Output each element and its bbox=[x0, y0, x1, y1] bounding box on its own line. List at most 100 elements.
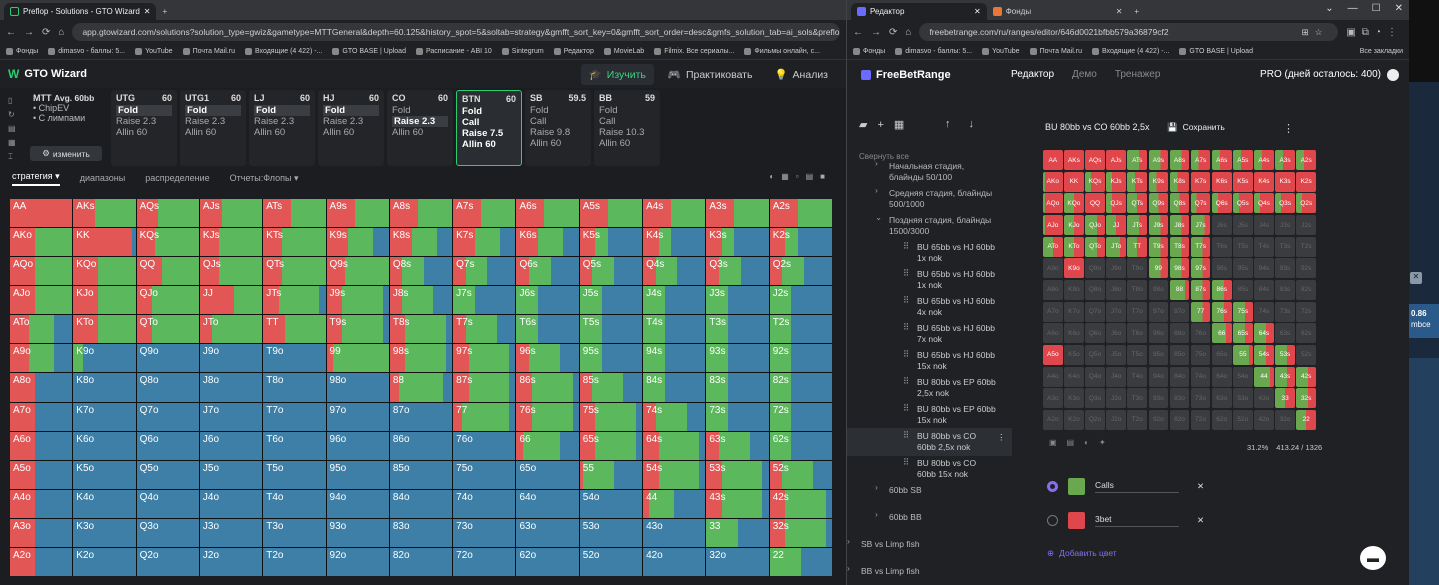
range-cell[interactable]: J9o bbox=[1106, 258, 1126, 279]
hand-cell[interactable]: K8s bbox=[389, 228, 453, 257]
hand-cell[interactable]: 62o bbox=[516, 547, 579, 576]
view-toggle-icons[interactable]: ◐▦▫▤■ bbox=[769, 172, 832, 181]
range-cell[interactable]: 76o bbox=[1190, 323, 1211, 344]
tab-gtowizard[interactable]: Preflop - Solutions - GTO Wizard ✕ bbox=[4, 3, 157, 20]
hand-cell[interactable]: 93s bbox=[706, 344, 769, 373]
hand-cell[interactable]: K9s bbox=[326, 228, 389, 257]
hand-cell[interactable]: 76s bbox=[516, 402, 579, 431]
hand-cell[interactable]: 94s bbox=[643, 344, 706, 373]
hand-cell[interactable]: KQs bbox=[136, 228, 199, 257]
hand-cell[interactable]: 97o bbox=[326, 402, 389, 431]
hand-cell[interactable]: 63o bbox=[516, 518, 579, 547]
nav-trainer[interactable]: Тренажер bbox=[1114, 69, 1161, 80]
add-color-button[interactable]: ⊕ Добавить цвет bbox=[1047, 548, 1117, 558]
position-action[interactable]: Allin 60 bbox=[116, 127, 148, 138]
hand-cell[interactable]: 98o bbox=[326, 373, 389, 402]
hand-cell[interactable]: A9s bbox=[326, 199, 389, 228]
hand-cell[interactable]: KTs bbox=[263, 228, 326, 257]
new-tab-button[interactable]: + bbox=[1134, 7, 1140, 16]
hand-cell[interactable]: Q5o bbox=[136, 460, 199, 489]
hand-cell[interactable]: T8s bbox=[389, 315, 453, 344]
range-cell[interactable]: A9o bbox=[1043, 258, 1063, 279]
close-tab-icon[interactable]: ✕ bbox=[143, 7, 151, 16]
hand-cell[interactable]: T2s bbox=[769, 315, 832, 344]
hand-cell[interactable]: 82s bbox=[769, 373, 832, 402]
hand-cell[interactable]: 77 bbox=[453, 402, 516, 431]
position-action[interactable]: Allin 60 bbox=[254, 127, 286, 138]
tree-item[interactable]: ⠿ BU 65bb vs HJ 60bb 7x nok bbox=[847, 320, 1012, 348]
hand-cell[interactable]: J3o bbox=[199, 518, 263, 547]
range-cell[interactable]: 98s bbox=[1169, 258, 1190, 279]
reload-icon[interactable]: ⟳ bbox=[889, 26, 898, 38]
hand-cell[interactable]: AKs bbox=[73, 199, 136, 228]
hand-cell[interactable]: AQo bbox=[10, 257, 73, 286]
hand-cell[interactable]: KJo bbox=[73, 286, 136, 315]
position-action[interactable]: Call bbox=[462, 117, 480, 128]
hand-cell[interactable]: KJs bbox=[199, 228, 263, 257]
range-cell[interactable]: K7s bbox=[1190, 171, 1211, 192]
move-icons[interactable]: ↑↓ bbox=[945, 118, 992, 130]
range-cell[interactable]: T6s bbox=[1211, 236, 1232, 257]
range-cell[interactable]: 93s bbox=[1275, 258, 1295, 279]
hand-cell[interactable]: 96o bbox=[326, 431, 389, 460]
range-cell[interactable]: J8s bbox=[1169, 214, 1190, 236]
hand-cell[interactable]: A4s bbox=[643, 199, 706, 228]
hand-cell[interactable]: A3s bbox=[706, 199, 769, 228]
range-cell[interactable]: A2o bbox=[1043, 409, 1063, 430]
range-cell[interactable]: KTo bbox=[1064, 236, 1084, 257]
hand-cell[interactable]: QJs bbox=[199, 257, 263, 286]
hand-cell[interactable]: 74o bbox=[453, 489, 516, 518]
hand-cell[interactable]: J2s bbox=[769, 286, 832, 315]
hand-cell[interactable]: 73o bbox=[453, 518, 516, 547]
hand-cell[interactable]: AJo bbox=[10, 286, 73, 315]
hand-cell[interactable]: 65o bbox=[516, 460, 579, 489]
bookmark-item[interactable]: dimasvo - баллы: 5... bbox=[895, 48, 972, 55]
range-cell[interactable]: K4s bbox=[1254, 171, 1274, 192]
range-cell[interactable]: J6s bbox=[1211, 214, 1232, 236]
range-cell[interactable]: 53o bbox=[1233, 388, 1253, 409]
hand-cell[interactable]: J6s bbox=[516, 286, 579, 315]
app-logo[interactable]: W GTO Wizard bbox=[8, 67, 87, 81]
range-cell[interactable]: T6o bbox=[1127, 323, 1148, 344]
range-cell[interactable]: 74s bbox=[1254, 301, 1274, 322]
hand-cell[interactable]: Q7s bbox=[453, 257, 516, 286]
range-cell[interactable]: AKs bbox=[1064, 150, 1084, 171]
hand-cell[interactable]: T3o bbox=[263, 518, 326, 547]
tree-item[interactable]: ⌄ Поздняя стадия, блайнды 1500/3000 bbox=[847, 212, 1012, 240]
hand-cell[interactable]: A8s bbox=[389, 199, 453, 228]
range-cell[interactable]: QTs bbox=[1127, 193, 1148, 214]
tree-item[interactable]: ⠿ BU 80bb vs EP 60bb 2,5x nok bbox=[847, 374, 1012, 402]
tree-toolbar[interactable]: ▰+▦ bbox=[859, 118, 914, 131]
tree-item-selected[interactable]: ⠿ BU 80bb vs CO 60bb 2,5x nok ⋮ bbox=[847, 428, 1012, 456]
tree-item[interactable]: ⠿ BU 65bb vs HJ 60bb 4x nok bbox=[847, 293, 1012, 321]
hand-cell[interactable]: A9o bbox=[10, 344, 73, 373]
range-cell[interactable]: 97s bbox=[1190, 258, 1211, 279]
hand-cell[interactable]: 53s bbox=[706, 460, 769, 489]
chevron-icon[interactable]: › bbox=[847, 563, 850, 573]
hand-cell[interactable]: ATs bbox=[263, 199, 326, 228]
hand-cell[interactable]: Q9o bbox=[136, 344, 199, 373]
hand-cell[interactable]: A8o bbox=[10, 373, 73, 402]
range-cell[interactable]: 42o bbox=[1254, 409, 1274, 430]
hand-cell[interactable]: T4o bbox=[263, 489, 326, 518]
hand-cell[interactable]: 75o bbox=[453, 460, 516, 489]
hand-cell[interactable]: Q2s bbox=[769, 257, 832, 286]
range-cell[interactable]: A4s bbox=[1254, 150, 1274, 171]
hand-cell[interactable]: 44 bbox=[643, 489, 706, 518]
hand-cell[interactable]: J6o bbox=[199, 431, 263, 460]
range-cell[interactable]: 85o bbox=[1169, 344, 1190, 366]
hand-cell[interactable]: AA bbox=[10, 199, 73, 228]
range-cell[interactable]: JTo bbox=[1106, 236, 1126, 257]
hand-cell[interactable]: 62s bbox=[769, 431, 832, 460]
edit-button[interactable]: ⚙ изменить bbox=[30, 146, 102, 161]
bookmark-item[interactable]: YouTube bbox=[135, 48, 173, 55]
range-cell[interactable]: Q8o bbox=[1085, 279, 1105, 301]
position-action[interactable]: Raise 2.3 bbox=[185, 116, 226, 127]
range-cell[interactable]: 33 bbox=[1275, 388, 1295, 409]
hand-cell[interactable]: A6o bbox=[10, 431, 73, 460]
tab-strategy[interactable]: стратегия ▾ bbox=[12, 171, 60, 186]
tab-funds[interactable]: Фонды ✕ bbox=[987, 3, 1129, 20]
range-cell[interactable]: 96s bbox=[1211, 258, 1232, 279]
range-cell[interactable]: 54s bbox=[1254, 344, 1274, 366]
range-cell[interactable]: Q9s bbox=[1148, 193, 1169, 214]
